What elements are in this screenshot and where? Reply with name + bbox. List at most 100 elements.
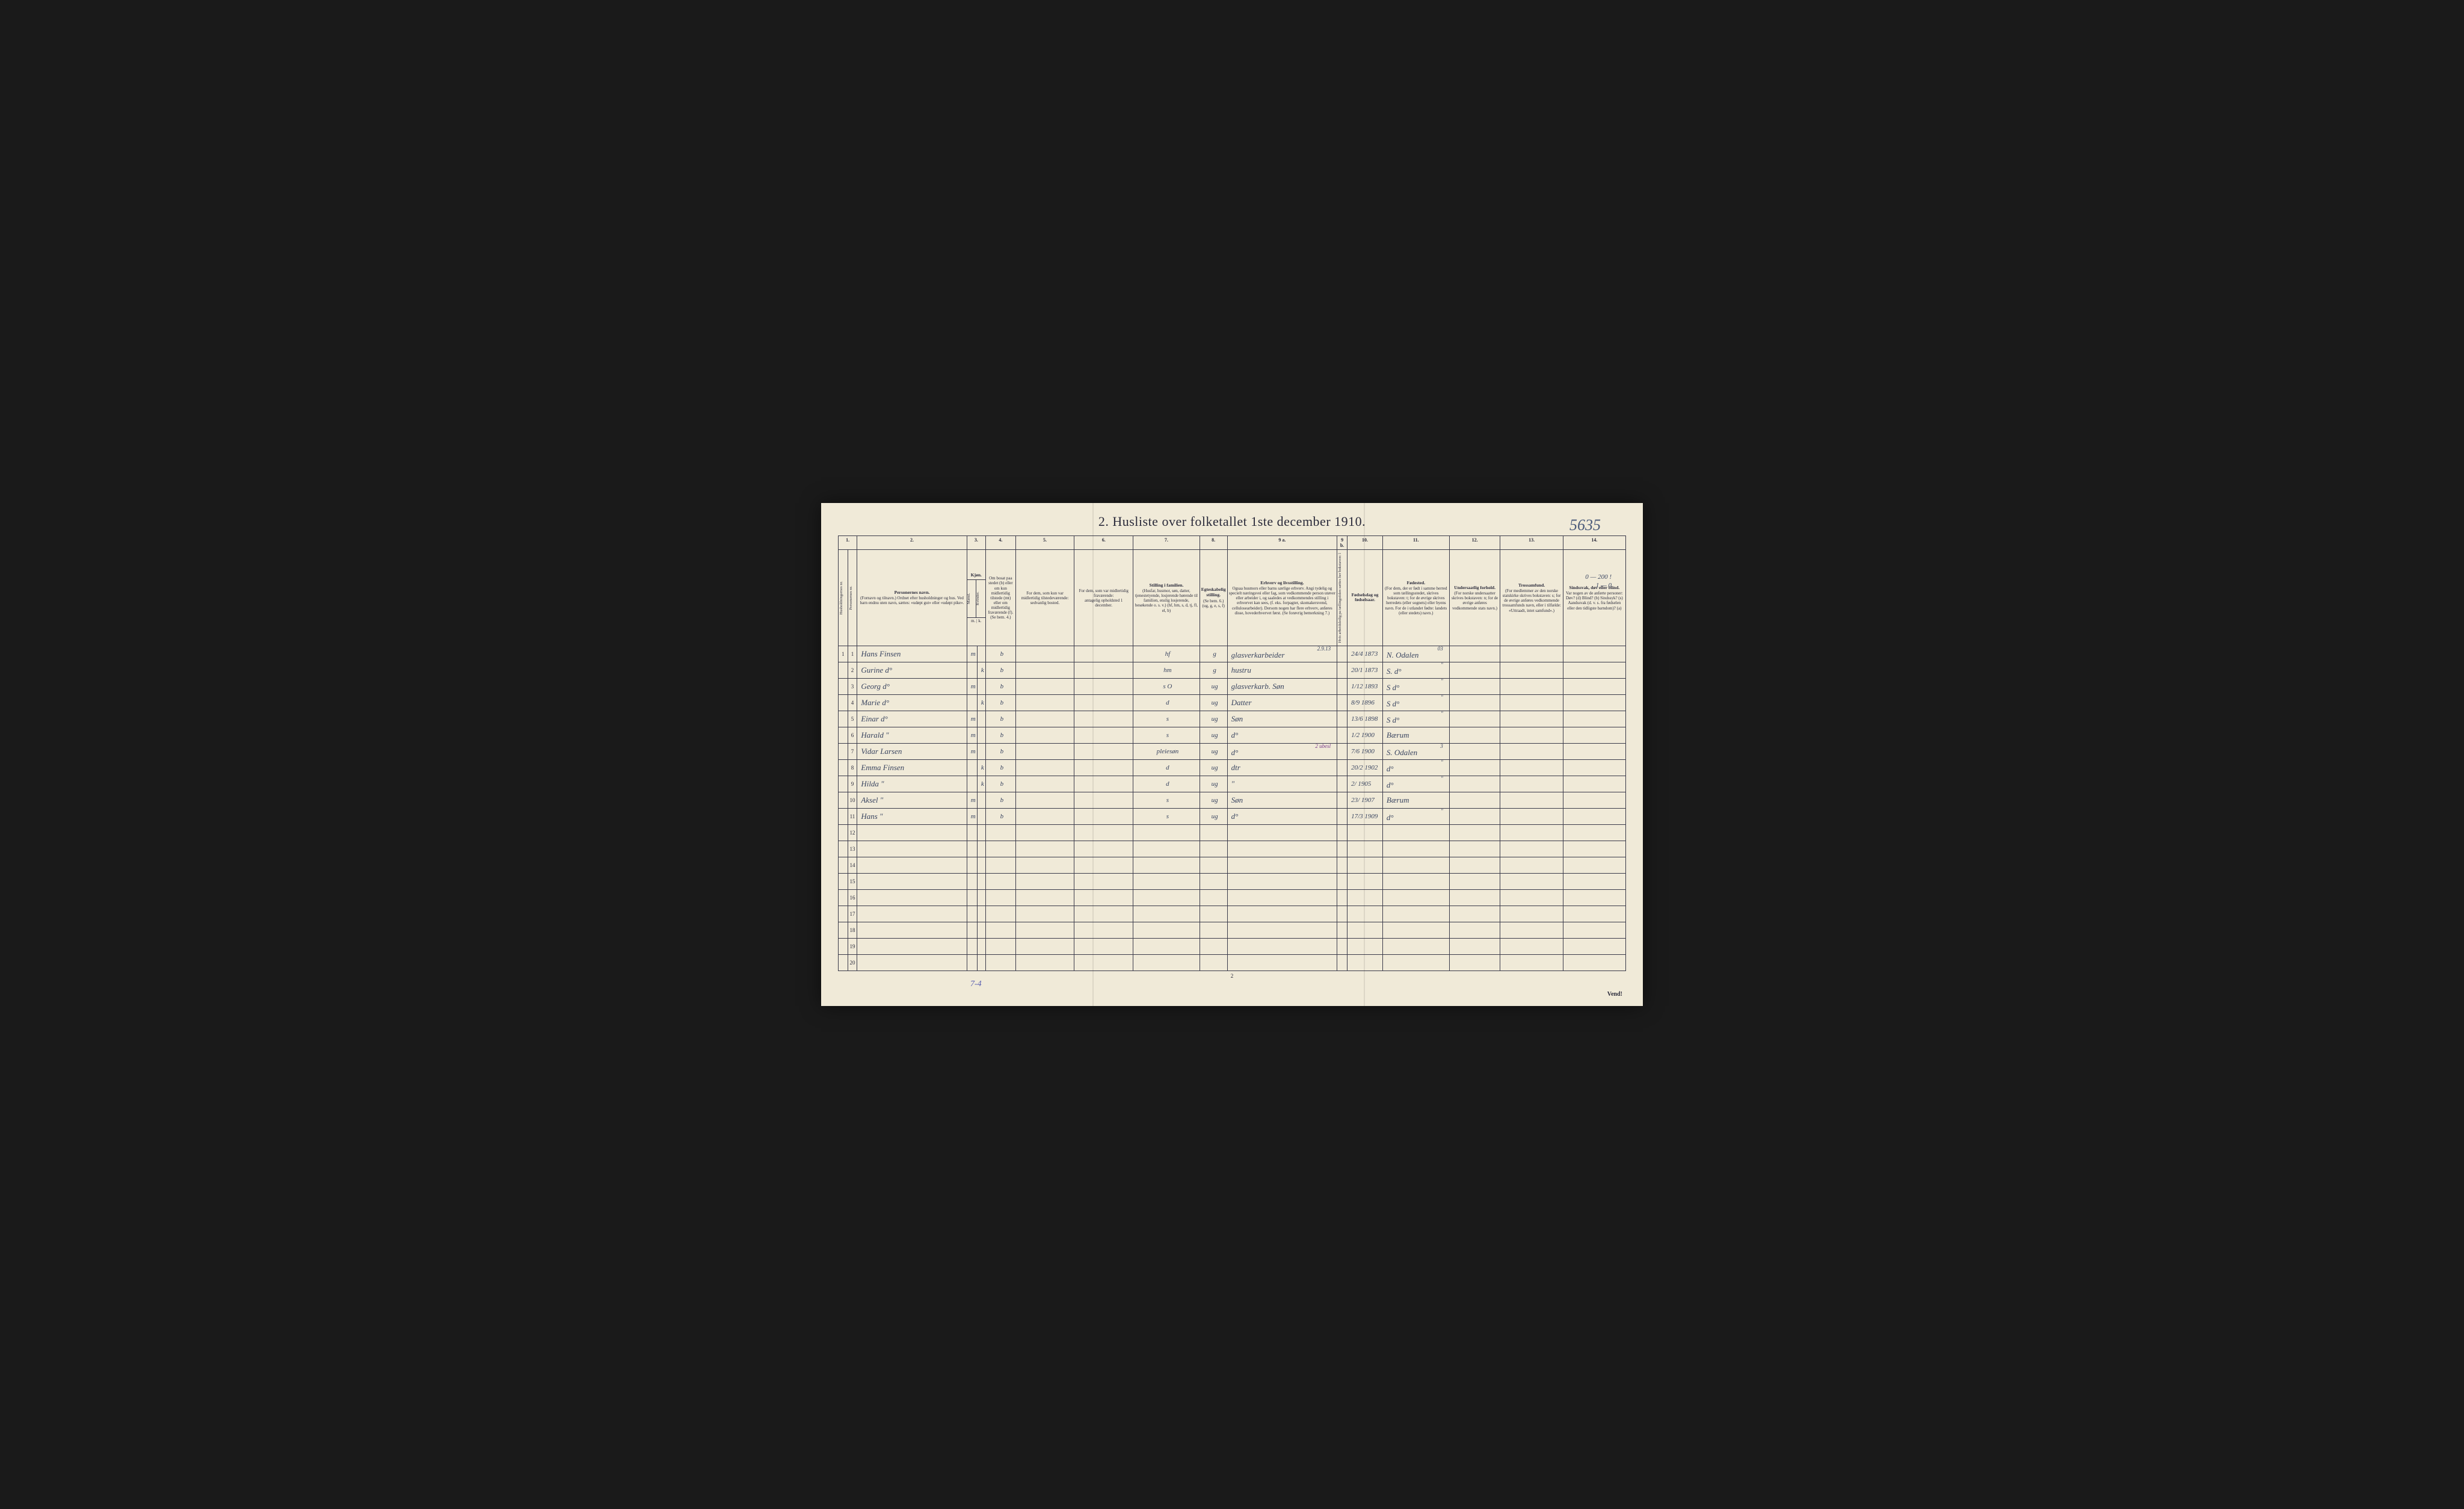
table-cell: g — [1200, 646, 1227, 662]
table-cell — [1074, 922, 1133, 939]
table-cell: 6 — [848, 727, 857, 744]
table-cell — [1563, 792, 1625, 809]
col-num: 10. — [1348, 536, 1383, 550]
table-cell: ug — [1200, 727, 1227, 744]
table-cell — [1337, 727, 1348, 744]
col-num: 14. — [1563, 536, 1625, 550]
table-cell: 2 — [848, 662, 857, 679]
table-row: 6Harald "mbsugd°1/2 1900Bærum — [839, 727, 1626, 744]
table-cell: 1 — [839, 646, 848, 662]
table-cell: Søn — [1227, 792, 1337, 809]
col-num: 6. — [1074, 536, 1133, 550]
table-cell: b — [986, 662, 1016, 679]
table-cell — [1337, 906, 1348, 922]
table-cell — [1500, 744, 1563, 760]
table-cell — [1500, 955, 1563, 971]
table-cell — [1348, 874, 1383, 890]
table-cell: 17/3 1909 — [1348, 809, 1383, 825]
table-cell — [967, 760, 977, 776]
table-cell — [1337, 662, 1348, 679]
table-cell: ug — [1200, 792, 1227, 809]
table-cell — [977, 874, 985, 890]
table-cell — [1348, 890, 1383, 906]
table-cell: 9 — [848, 776, 857, 792]
table-cell — [1015, 744, 1074, 760]
table-cell — [1074, 841, 1133, 857]
col-num: 5. — [1015, 536, 1074, 550]
table-cell — [1015, 809, 1074, 825]
table-cell: s O — [1133, 679, 1200, 695]
table-cell — [1382, 906, 1449, 922]
table-cell — [1133, 922, 1200, 939]
table-cell — [1200, 922, 1227, 939]
table-cell — [839, 922, 848, 939]
table-cell — [1563, 695, 1625, 711]
table-cell — [1449, 857, 1500, 874]
table-row: 2Gurine d°kbhmghustru20/1 1873"S. d° — [839, 662, 1626, 679]
table-cell — [1563, 760, 1625, 776]
table-cell: b — [986, 679, 1016, 695]
table-cell — [1563, 939, 1625, 955]
table-cell — [1133, 890, 1200, 906]
table-cell: "S d° — [1382, 679, 1449, 695]
table-cell: s — [1133, 727, 1200, 744]
table-cell — [1337, 890, 1348, 906]
table-cell — [1449, 955, 1500, 971]
table-cell — [1015, 906, 1074, 922]
table-cell — [839, 695, 848, 711]
col-num: 8. — [1200, 536, 1227, 550]
table-cell — [967, 825, 977, 841]
table-cell — [967, 922, 977, 939]
header-undersaatlig: Undersaatlig forhold. (For norske unders… — [1449, 550, 1500, 646]
table-cell: 12 — [848, 825, 857, 841]
table-cell — [1015, 695, 1074, 711]
table-cell: ug — [1200, 760, 1227, 776]
table-cell — [1227, 922, 1337, 939]
table-cell — [1074, 939, 1133, 955]
table-cell: m — [967, 744, 977, 760]
table-row: 20 — [839, 955, 1626, 971]
header-trossamfund: Trossamfund. (For medlemmer av den norsk… — [1500, 550, 1563, 646]
table-cell — [1015, 922, 1074, 939]
table-cell: b — [986, 727, 1016, 744]
table-cell — [1015, 955, 1074, 971]
table-cell — [1074, 662, 1133, 679]
table-cell — [839, 760, 848, 776]
table-cell: b — [986, 711, 1016, 727]
table-cell — [1200, 939, 1227, 955]
table-row: 13 — [839, 841, 1626, 857]
table-cell: b — [986, 744, 1016, 760]
header-names: Personernes navn. (Fornavn og tilnavn.) … — [857, 550, 967, 646]
table-cell: hf — [1133, 646, 1200, 662]
table-row: 3Georg d°mbs Ougglasverkarb. Søn1/12 189… — [839, 679, 1626, 695]
table-cell — [1133, 825, 1200, 841]
table-cell: Bærum — [1382, 792, 1449, 809]
table-cell — [839, 874, 848, 890]
table-cell: pleiesøn — [1133, 744, 1200, 760]
table-cell — [967, 695, 977, 711]
top-right-annotation: 0 — 200 ! 1 — 0 — [1585, 573, 1612, 590]
table-cell: 2.9.13glasverkarbeider — [1227, 646, 1337, 662]
table-cell — [1563, 727, 1625, 744]
table-cell — [1015, 679, 1074, 695]
table-cell — [977, 744, 985, 760]
page-fold — [1092, 503, 1094, 1006]
table-cell: 7 — [848, 744, 857, 760]
table-cell: m — [967, 727, 977, 744]
table-cell — [839, 955, 848, 971]
table-cell — [1500, 939, 1563, 955]
table-cell — [977, 711, 985, 727]
table-cell: s — [1133, 711, 1200, 727]
table-cell: 20/2 1902 — [1348, 760, 1383, 776]
table-cell — [977, 955, 985, 971]
table-cell — [1200, 874, 1227, 890]
table-cell — [967, 841, 977, 857]
col-num: 3. — [967, 536, 985, 550]
table-cell: d — [1133, 760, 1200, 776]
table-row: 19 — [839, 939, 1626, 955]
table-cell — [1563, 776, 1625, 792]
table-cell — [1133, 955, 1200, 971]
table-cell — [839, 662, 848, 679]
col-num: 9 b. — [1337, 536, 1348, 550]
table-cell: 3 — [848, 679, 857, 695]
